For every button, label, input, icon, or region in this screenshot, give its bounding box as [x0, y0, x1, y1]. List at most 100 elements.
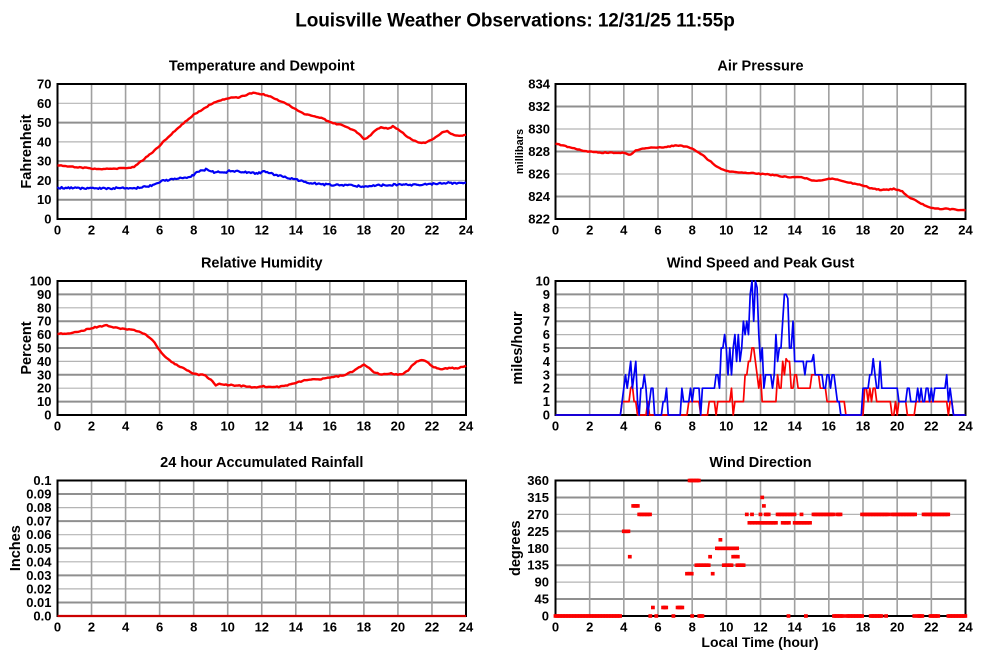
svg-text:16: 16 [822, 419, 836, 434]
svg-text:18: 18 [357, 419, 371, 434]
svg-text:0.09: 0.09 [26, 487, 51, 502]
svg-text:24 hour Accumulated Rainfall: 24 hour Accumulated Rainfall [160, 455, 363, 471]
svg-text:22: 22 [924, 223, 938, 238]
svg-text:16: 16 [323, 620, 337, 635]
svg-text:Inches: Inches [8, 525, 24, 571]
svg-text:5: 5 [543, 341, 550, 356]
svg-text:8: 8 [543, 300, 550, 315]
svg-text:16: 16 [822, 223, 836, 238]
svg-text:Relative Humidity: Relative Humidity [201, 256, 323, 272]
svg-text:12: 12 [255, 223, 269, 238]
svg-text:Percent: Percent [19, 321, 35, 374]
svg-text:0.07: 0.07 [26, 514, 51, 529]
svg-text:10: 10 [37, 192, 51, 207]
svg-text:834: 834 [528, 77, 550, 92]
svg-text:832: 832 [528, 99, 550, 114]
svg-text:50: 50 [37, 341, 51, 356]
svg-text:135: 135 [527, 558, 549, 573]
svg-text:0: 0 [54, 223, 61, 238]
svg-text:10: 10 [220, 419, 234, 434]
svg-text:8: 8 [190, 223, 197, 238]
svg-text:6: 6 [654, 620, 661, 635]
svg-text:millibars: millibars [514, 129, 526, 174]
svg-text:20: 20 [37, 381, 51, 396]
svg-text:16: 16 [323, 223, 337, 238]
svg-text:2: 2 [88, 419, 95, 434]
svg-text:225: 225 [527, 524, 549, 539]
svg-text:4: 4 [543, 354, 551, 369]
svg-text:6: 6 [654, 419, 661, 434]
svg-text:Local Time (hour): Local Time (hour) [701, 634, 818, 650]
svg-text:Temperature and Dewpoint: Temperature and Dewpoint [169, 59, 355, 75]
svg-text:10: 10 [220, 620, 234, 635]
svg-text:0: 0 [552, 223, 559, 238]
svg-text:24: 24 [459, 223, 474, 238]
svg-text:270: 270 [527, 507, 549, 522]
svg-text:60: 60 [37, 96, 51, 111]
svg-text:12: 12 [255, 620, 269, 635]
svg-text:20: 20 [890, 419, 904, 434]
svg-text:8: 8 [190, 620, 197, 635]
svg-text:830: 830 [528, 122, 550, 137]
svg-text:9: 9 [543, 287, 550, 302]
svg-text:30: 30 [37, 367, 51, 382]
svg-text:16: 16 [822, 620, 836, 635]
svg-text:20: 20 [890, 223, 904, 238]
svg-text:6: 6 [156, 223, 163, 238]
svg-text:7: 7 [543, 314, 550, 329]
svg-text:0.01: 0.01 [26, 595, 51, 610]
svg-text:2: 2 [88, 223, 95, 238]
svg-text:70: 70 [37, 314, 51, 329]
svg-text:90: 90 [37, 287, 51, 302]
svg-text:0.02: 0.02 [26, 581, 51, 596]
svg-text:12: 12 [255, 419, 269, 434]
svg-text:2: 2 [586, 419, 593, 434]
svg-text:2: 2 [543, 381, 550, 396]
svg-text:20: 20 [391, 223, 405, 238]
svg-text:18: 18 [856, 419, 870, 434]
svg-text:4: 4 [122, 223, 130, 238]
svg-text:4: 4 [122, 419, 130, 434]
svg-text:40: 40 [37, 354, 51, 369]
svg-text:1: 1 [543, 394, 550, 409]
svg-text:10: 10 [719, 419, 733, 434]
svg-text:60: 60 [37, 327, 51, 342]
svg-text:0.08: 0.08 [26, 500, 51, 515]
svg-text:6: 6 [543, 327, 550, 342]
svg-text:0: 0 [542, 609, 549, 624]
svg-text:20: 20 [37, 173, 51, 188]
svg-text:45: 45 [535, 592, 549, 607]
svg-text:100: 100 [30, 274, 52, 289]
svg-text:10: 10 [719, 620, 733, 635]
svg-text:miles/hour: miles/hour [510, 311, 526, 385]
svg-text:70: 70 [37, 77, 51, 92]
svg-text:0.0: 0.0 [33, 609, 51, 624]
svg-text:0: 0 [44, 212, 51, 227]
svg-text:10: 10 [536, 274, 550, 289]
svg-text:6: 6 [654, 223, 661, 238]
svg-text:0.06: 0.06 [26, 527, 51, 542]
svg-text:18: 18 [357, 223, 371, 238]
svg-text:12: 12 [753, 620, 767, 635]
svg-text:8: 8 [689, 620, 696, 635]
svg-text:18: 18 [856, 223, 870, 238]
svg-text:20: 20 [890, 620, 904, 635]
svg-text:20: 20 [391, 419, 405, 434]
svg-text:Air Pressure: Air Pressure [717, 59, 803, 75]
svg-text:10: 10 [220, 223, 234, 238]
svg-text:18: 18 [856, 620, 870, 635]
svg-text:30: 30 [37, 154, 51, 169]
svg-text:20: 20 [391, 620, 405, 635]
svg-text:24: 24 [958, 419, 973, 434]
svg-text:50: 50 [37, 115, 51, 130]
svg-text:4: 4 [620, 419, 628, 434]
svg-text:12: 12 [753, 223, 767, 238]
svg-text:0: 0 [44, 408, 51, 423]
svg-text:2: 2 [586, 223, 593, 238]
svg-text:0.04: 0.04 [26, 554, 52, 569]
svg-text:4: 4 [122, 620, 130, 635]
svg-text:22: 22 [924, 620, 938, 635]
svg-text:0: 0 [54, 620, 61, 635]
svg-text:14: 14 [787, 620, 802, 635]
svg-text:0: 0 [552, 419, 559, 434]
